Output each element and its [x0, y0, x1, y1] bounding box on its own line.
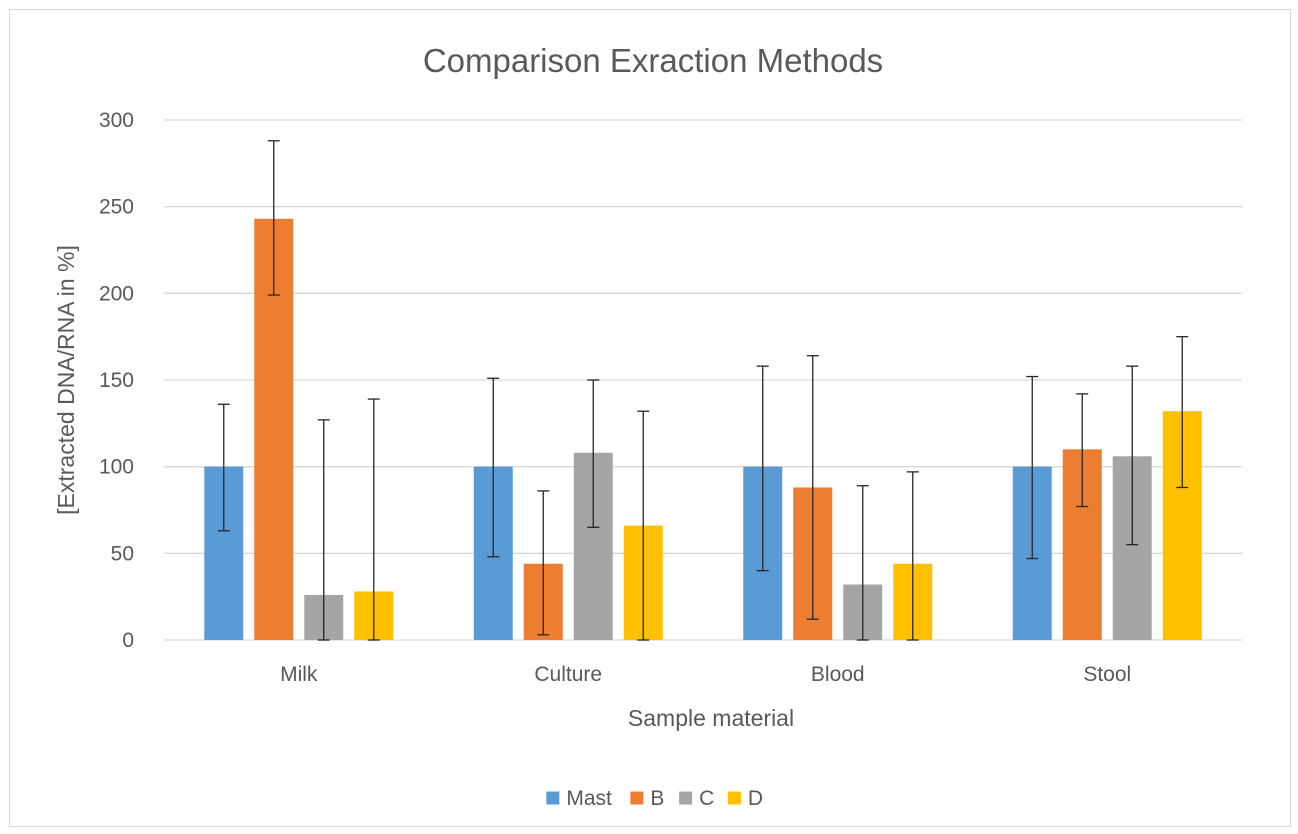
legend-item: D: [727, 787, 763, 810]
legend-label: C: [699, 787, 714, 810]
error-bar: [1076, 393, 1089, 508]
error-bar: [587, 379, 600, 528]
legend-label: B: [650, 787, 664, 810]
gridlines: [164, 119, 1242, 641]
legend-swatch: [727, 791, 741, 805]
y-axis-label: [Extracted DNA/RNA in %]: [53, 245, 79, 515]
legend-label: D: [748, 787, 763, 810]
error-bar: [756, 365, 769, 572]
y-tick-label: 200: [99, 282, 134, 305]
error-bar: [637, 410, 650, 641]
legend-label: Mast: [566, 787, 612, 810]
legend-item: B: [630, 787, 664, 810]
error-bar: [1026, 375, 1039, 560]
chart-title: Comparison Exraction Methods: [423, 42, 883, 79]
x-tick-label: Culture: [534, 663, 602, 686]
x-axis-tick-labels: Milk Culture Blood Stool: [280, 663, 1131, 686]
chart-area: [9, 9, 1291, 827]
bars: [204, 218, 1202, 641]
error-bar: [317, 419, 330, 641]
y-tick-label: 300: [99, 109, 134, 132]
error-bar: [367, 398, 380, 641]
error-bar: [537, 490, 550, 636]
y-tick-label: 150: [99, 369, 134, 392]
legend-swatch: [679, 791, 693, 805]
error-bars: [217, 140, 1189, 641]
error-bar: [1176, 336, 1189, 489]
x-tick-label: Stool: [1083, 663, 1131, 686]
legend: Mast B C D: [546, 787, 763, 810]
error-bar: [806, 355, 819, 620]
legend-item: Mast: [546, 787, 612, 810]
error-bar: [267, 140, 280, 296]
x-tick-label: Blood: [811, 663, 865, 686]
error-bar: [856, 485, 869, 641]
error-bar: [906, 471, 919, 641]
error-bar: [1126, 365, 1139, 546]
y-tick-label: 0: [122, 629, 134, 652]
error-bar: [217, 403, 230, 532]
legend-swatch: [630, 791, 644, 805]
legend-swatch: [546, 791, 560, 805]
y-axis-tick-labels: 0 50 100 150 200 250 300: [99, 109, 134, 652]
y-tick-label: 100: [99, 456, 134, 479]
y-tick-label: 50: [111, 542, 134, 565]
legend-item: C: [679, 787, 714, 810]
x-axis-label: Sample material: [628, 705, 794, 731]
y-tick-label: 250: [99, 196, 134, 219]
x-tick-label: Milk: [280, 663, 318, 686]
error-bar: [487, 377, 500, 558]
